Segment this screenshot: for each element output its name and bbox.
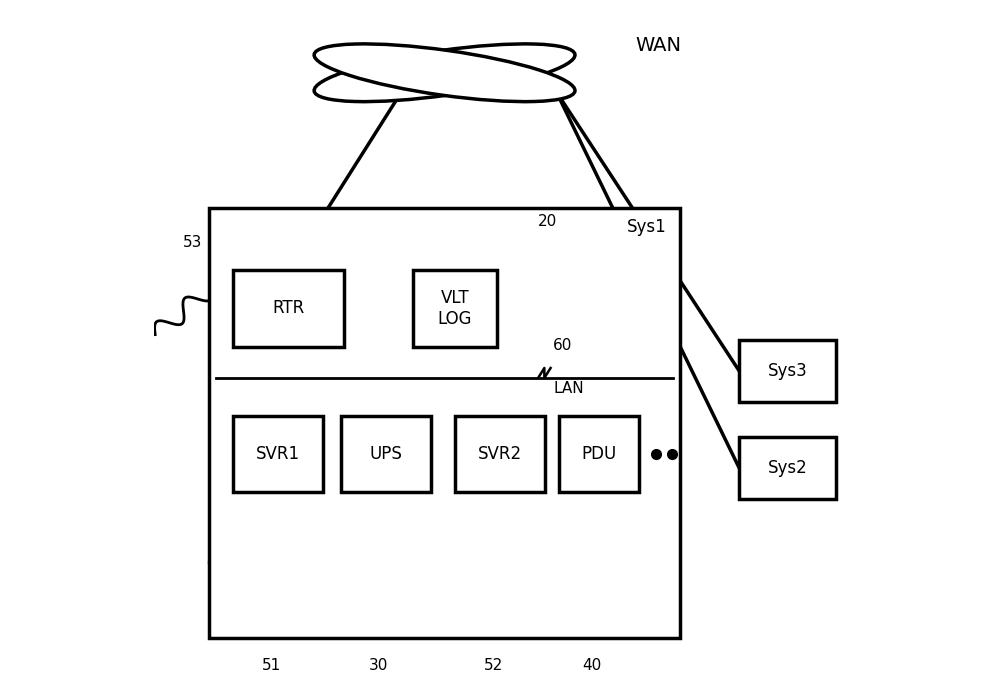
Text: 60: 60 (553, 338, 573, 353)
Text: Sys1: Sys1 (627, 218, 666, 236)
Text: UPS: UPS (369, 445, 402, 463)
FancyBboxPatch shape (341, 416, 431, 492)
Ellipse shape (314, 44, 575, 102)
Text: 52: 52 (483, 658, 503, 673)
Ellipse shape (314, 44, 575, 102)
Text: RTR: RTR (273, 299, 305, 317)
Text: 40: 40 (582, 658, 601, 673)
Text: Sys3: Sys3 (768, 362, 807, 380)
Text: SVR2: SVR2 (478, 445, 522, 463)
Text: WAN: WAN (635, 35, 681, 55)
FancyBboxPatch shape (209, 208, 680, 638)
FancyBboxPatch shape (413, 270, 497, 346)
Ellipse shape (314, 44, 575, 102)
FancyBboxPatch shape (233, 270, 344, 346)
Ellipse shape (313, 47, 576, 98)
Ellipse shape (314, 44, 575, 102)
FancyBboxPatch shape (455, 416, 545, 492)
Text: Sys2: Sys2 (768, 459, 807, 477)
FancyBboxPatch shape (739, 340, 836, 402)
FancyBboxPatch shape (233, 416, 323, 492)
Text: 30: 30 (369, 658, 388, 673)
Text: 51: 51 (262, 658, 281, 673)
Text: 53: 53 (183, 235, 202, 250)
Text: 20: 20 (538, 213, 557, 229)
FancyBboxPatch shape (559, 416, 639, 492)
Text: PDU: PDU (581, 445, 616, 463)
FancyBboxPatch shape (739, 437, 836, 499)
Text: VLT
LOG: VLT LOG (438, 289, 472, 328)
Text: SVR1: SVR1 (256, 445, 300, 463)
Text: LAN: LAN (553, 381, 584, 396)
